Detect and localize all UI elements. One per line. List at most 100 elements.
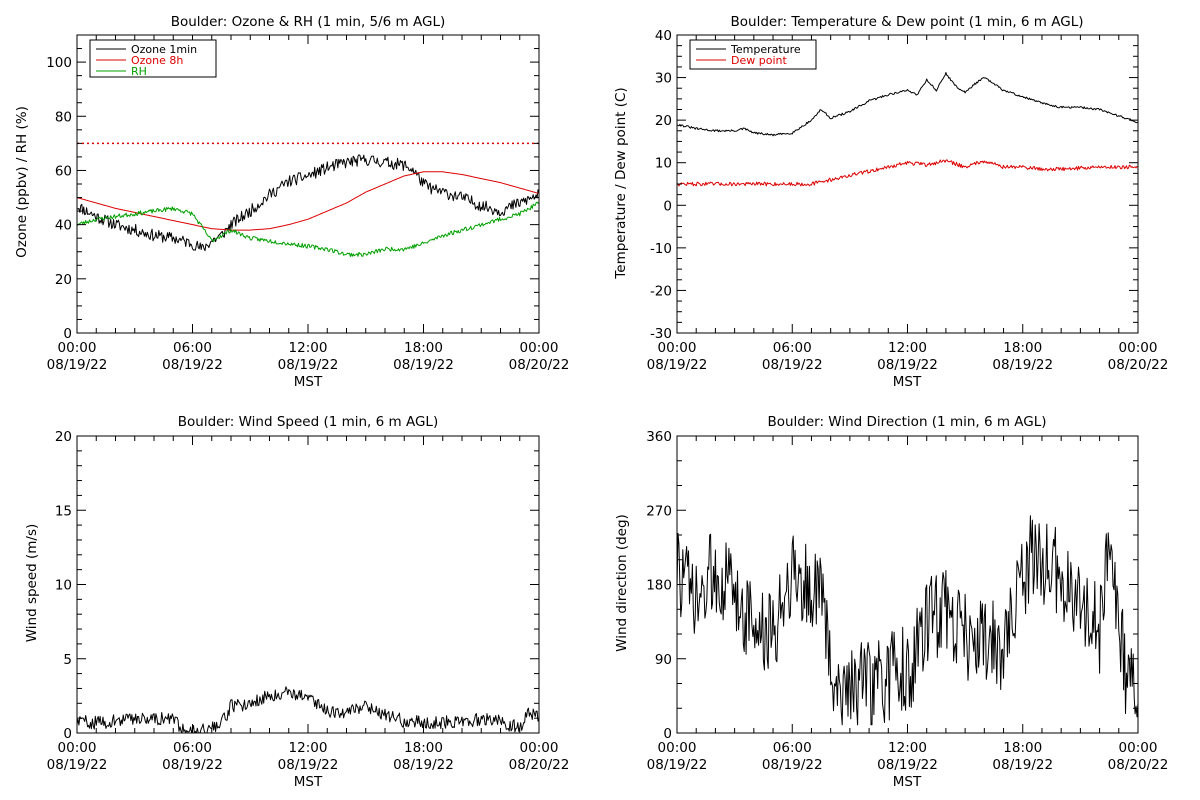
x-tick-label-date: 08/20/22 <box>1108 757 1169 773</box>
legend-label-rh: RH <box>131 65 147 78</box>
x-tick-label-time: 00:00 <box>520 340 559 356</box>
y-tick-label: 30 <box>655 71 672 87</box>
y-tick-label: 90 <box>655 652 672 668</box>
x-tick-label-date: 08/20/22 <box>1108 357 1169 373</box>
y-axis-label: Wind direction (deg) <box>614 514 630 652</box>
x-tick-label-date: 08/19/22 <box>877 757 938 773</box>
legend-label-ozone-1min: Ozone 1min <box>131 43 197 56</box>
wind-speed-panel: Boulder: Wind Speed (1 min, 6 m AGL) Win… <box>24 414 569 790</box>
x-tick-label-time: 12:00 <box>289 740 328 756</box>
x-tick-label-date: 08/19/22 <box>877 357 938 373</box>
x-tick-label-time: 06:00 <box>773 340 812 356</box>
y-tick-label: 0 <box>63 326 72 342</box>
x-tick-label-time: 06:00 <box>173 340 212 356</box>
x-tick-label-date: 08/19/22 <box>992 357 1053 373</box>
x-tick-label-time: 00:00 <box>520 740 559 756</box>
series-line-temperature <box>676 72 1139 137</box>
series-line-wind-direction <box>676 515 1139 726</box>
x-tick-label-time: 12:00 <box>289 340 328 356</box>
y-tick-label: 60 <box>55 163 72 179</box>
x-axis-label: MST <box>294 374 323 390</box>
legend-label-temperature: Temperature <box>730 43 801 56</box>
chart-title: Boulder: Ozone & RH (1 min, 5/6 m AGL) <box>171 14 446 30</box>
x-tick-label-time: 06:00 <box>773 740 812 756</box>
y-tick-label: -20 <box>650 283 672 299</box>
y-tick-label: 40 <box>655 28 672 44</box>
y-tick-label: 180 <box>646 578 672 594</box>
x-tick-label-date: 08/19/22 <box>278 757 339 773</box>
temperature-dewpoint-panel: Boulder: Temperature & Dew point (1 min,… <box>613 14 1168 390</box>
series-line-ozone-1min <box>76 154 540 252</box>
chart-title: Boulder: Temperature & Dew point (1 min,… <box>731 14 1084 30</box>
y-tick-label: 20 <box>655 113 672 129</box>
y-tick-label: 270 <box>646 503 672 519</box>
y-axis-label: Ozone (ppbv) / RH (%) <box>14 106 30 258</box>
x-tick-label-date: 08/19/22 <box>762 357 823 373</box>
x-tick-label-time: 12:00 <box>888 740 927 756</box>
chart-title: Boulder: Wind Speed (1 min, 6 m AGL) <box>178 414 438 430</box>
legend-box <box>689 39 817 70</box>
y-tick-label: 10 <box>655 156 672 172</box>
y-tick-label: -10 <box>650 241 672 257</box>
x-tick-label-date: 08/19/22 <box>393 757 454 773</box>
y-tick-label: 0 <box>63 726 72 742</box>
y-tick-label: 80 <box>55 109 72 125</box>
x-tick-label-time: 18:00 <box>1003 740 1042 756</box>
x-tick-label-date: 08/19/22 <box>393 357 454 373</box>
y-tick-label: 15 <box>55 503 72 519</box>
series-line-rh <box>76 201 540 257</box>
y-tick-label: 100 <box>46 55 72 71</box>
x-tick-label-time: 12:00 <box>888 340 927 356</box>
series-line-ozone-8h <box>76 171 540 231</box>
x-tick-label-time: 00:00 <box>1119 740 1158 756</box>
plot-area <box>676 515 1139 726</box>
legend-label-ozone-8h: Ozone 8h <box>131 54 183 67</box>
x-tick-label-time: 00:00 <box>1119 340 1158 356</box>
x-tick-label-time: 00:00 <box>58 740 97 756</box>
series-line-dew-point <box>676 159 1139 187</box>
x-tick-label-time: 00:00 <box>58 340 97 356</box>
x-tick-label-time: 06:00 <box>173 740 212 756</box>
y-tick-label: 5 <box>63 652 72 668</box>
chart-legend: Ozone 1min Ozone 8h RH <box>89 39 217 78</box>
ozone-rh-panel: Boulder: Ozone & RH (1 min, 5/6 m AGL) O… <box>14 14 569 390</box>
series-line-wind-speed <box>76 686 540 734</box>
x-tick-label-time: 18:00 <box>404 740 443 756</box>
x-axis-label: MST <box>893 374 922 390</box>
plot-area <box>676 72 1139 187</box>
x-tick-label-date: 08/19/22 <box>647 357 708 373</box>
x-tick-label-date: 08/19/22 <box>647 757 708 773</box>
x-axis-label: MST <box>893 774 922 790</box>
plot-area <box>76 686 540 734</box>
y-axis-label: Temperature / Dew point (C) <box>613 87 629 279</box>
y-tick-label: 20 <box>55 272 72 288</box>
wind-direction-panel: Boulder: Wind Direction (1 min, 6 m AGL)… <box>614 414 1168 790</box>
y-tick-label: 20 <box>55 429 72 445</box>
x-axis-label: MST <box>294 774 323 790</box>
y-tick-label: 10 <box>55 578 72 594</box>
x-tick-label-time: 00:00 <box>658 340 697 356</box>
legend-label-dew-point: Dew point <box>731 54 787 67</box>
x-tick-label-date: 08/19/22 <box>162 357 223 373</box>
y-tick-label: -30 <box>650 326 672 342</box>
y-axis-label: Wind speed (m/s) <box>24 524 40 643</box>
x-tick-label-date: 08/19/22 <box>162 757 223 773</box>
x-tick-label-date: 08/19/22 <box>992 757 1053 773</box>
y-tick-label: 0 <box>663 726 672 742</box>
plot-area <box>76 142 540 257</box>
y-tick-label: 0 <box>663 198 672 214</box>
x-tick-label-date: 08/19/22 <box>762 757 823 773</box>
x-tick-label-date: 08/20/22 <box>509 357 570 373</box>
x-tick-label-date: 08/19/22 <box>47 757 108 773</box>
y-tick-label: 360 <box>646 429 672 445</box>
x-tick-label-time: 18:00 <box>404 340 443 356</box>
x-tick-label-date: 08/20/22 <box>509 757 570 773</box>
x-tick-label-time: 00:00 <box>658 740 697 756</box>
chart-title: Boulder: Wind Direction (1 min, 6 m AGL) <box>767 414 1046 430</box>
x-tick-label-date: 08/19/22 <box>278 357 339 373</box>
y-tick-label: 40 <box>55 218 72 234</box>
chart-legend: Temperature Dew point <box>689 39 817 70</box>
x-tick-label-date: 08/19/22 <box>47 357 108 373</box>
x-tick-label-time: 18:00 <box>1003 340 1042 356</box>
